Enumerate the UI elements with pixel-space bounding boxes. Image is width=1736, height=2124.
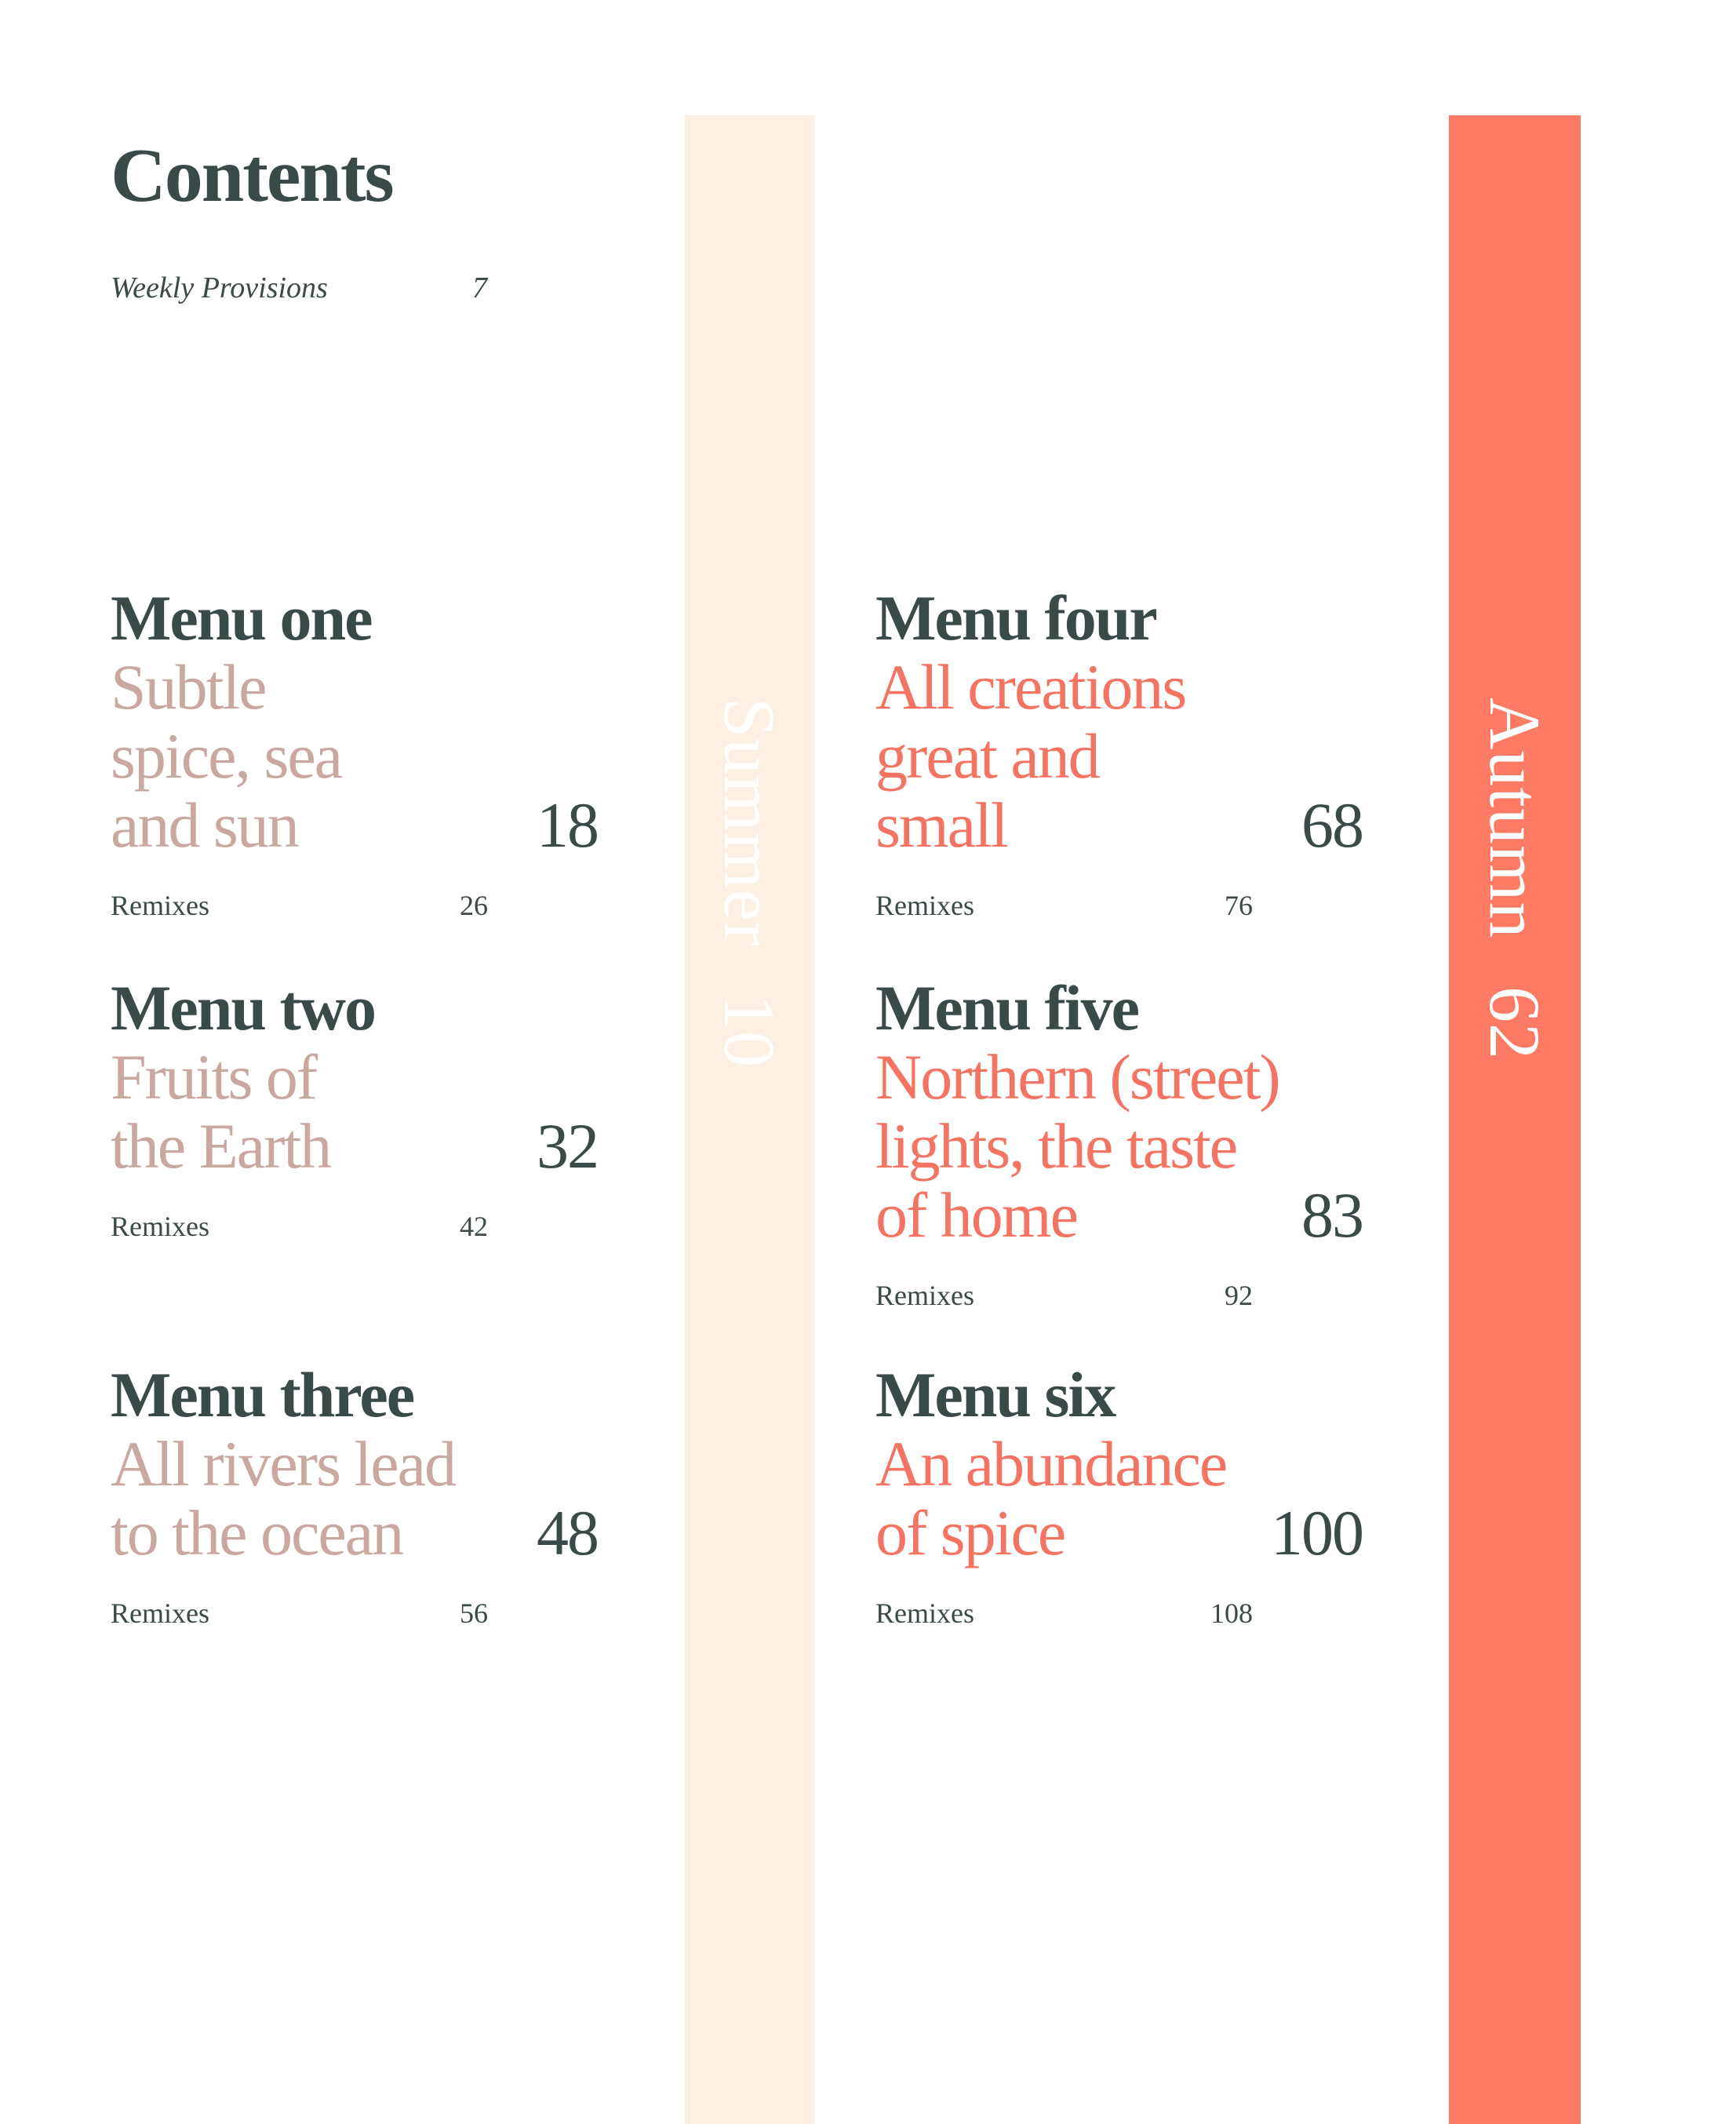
menu-subtitle-line: great and (875, 720, 1101, 792)
menu-page-number: 48 (537, 1497, 599, 1568)
menu-subtitle: All creations great and small 68 (875, 651, 1364, 861)
menu-page-number: 100 (1271, 1497, 1364, 1568)
menu-subtitle: An abundance of spice 100 (875, 1428, 1364, 1568)
menu-subtitle-line: Fruits of (111, 1041, 318, 1113)
remixes-page-number: 56 (460, 1598, 488, 1629)
menu-subtitle: Subtle spice, sea and sun 18 (111, 651, 599, 861)
menu-subtitle-line: and sun (111, 789, 300, 861)
menu-subtitle-line: All creations (875, 651, 1187, 723)
menu-subtitle-line: small (875, 789, 1009, 861)
menu-subtitle-line: to the ocean (111, 1497, 404, 1568)
menu-subtitle-line: of spice (875, 1497, 1066, 1568)
autumn-label[interactable]: Autumn62 (1475, 698, 1555, 1060)
menu-subtitle-line: All rivers lead (111, 1428, 457, 1499)
remixes-entry[interactable]: Remixes 92 (875, 1281, 1253, 1310)
menu-subtitle-line: the Earth (111, 1110, 332, 1182)
remixes-page-number: 76 (1225, 890, 1253, 921)
menu-entry[interactable]: Menu four All creations great and small 68… (875, 582, 1364, 920)
menu-subtitle-line: Subtle (111, 651, 267, 723)
menu-subtitle: Northern (street) lights, the taste of hom… (875, 1041, 1364, 1251)
remixes-page-number: 26 (460, 890, 488, 921)
menu-title: Menu six (875, 1359, 1116, 1430)
remixes-entry[interactable]: Remixes 42 (111, 1212, 488, 1241)
menu-subtitle-line: lights, the taste (875, 1110, 1238, 1182)
remixes-label: Remixes (111, 1598, 209, 1629)
remixes-label: Remixes (111, 890, 209, 921)
remixes-label: Remixes (111, 1211, 209, 1242)
remixes-page-number: 108 (1210, 1598, 1253, 1629)
menu-page-number: 32 (537, 1110, 599, 1182)
remixes-label: Remixes (875, 1598, 974, 1629)
remixes-page-number: 42 (460, 1211, 488, 1242)
menu-subtitle: All rivers lead to the ocean 48 (111, 1428, 599, 1568)
menu-title: Menu two (111, 972, 377, 1044)
remixes-label: Remixes (875, 890, 974, 921)
remixes-page-number: 92 (1225, 1280, 1253, 1311)
menu-entry[interactable]: Menu two Fruits of the Earth 32 Remixes 4… (111, 972, 599, 1241)
menu-page-number: 83 (1301, 1179, 1364, 1251)
page-title: Contents (111, 133, 395, 218)
remixes-entry[interactable]: Remixes 56 (111, 1599, 488, 1627)
menu-page-number: 18 (537, 789, 599, 861)
remixes-entry[interactable]: Remixes 108 (875, 1599, 1253, 1627)
summer-label[interactable]: Summer10 (709, 698, 790, 1068)
menu-subtitle-line: An abundance (875, 1428, 1228, 1499)
menu-title: Menu five (875, 972, 1140, 1044)
remixes-entry[interactable]: Remixes 26 (111, 891, 488, 920)
menu-page-number: 68 (1301, 789, 1364, 861)
menu-subtitle-line: spice, sea (111, 720, 343, 792)
autumn-band: Autumn62 (1449, 115, 1581, 2124)
menu-title: Menu three (111, 1359, 415, 1430)
menu-title: Menu four (875, 582, 1158, 654)
remixes-label: Remixes (875, 1280, 974, 1311)
menu-entry[interactable]: Menu one Subtle spice, sea and sun 18 Remi… (111, 582, 599, 920)
menu-entry[interactable]: Menu three All rivers lead to the ocean 4… (111, 1359, 599, 1628)
menu-entry[interactable]: Menu six An abundance of spice 100 Remixe… (875, 1359, 1364, 1628)
menu-entry[interactable]: Menu five Northern (street) lights, the t… (875, 972, 1364, 1310)
menu-subtitle-line: Northern (street) (875, 1041, 1281, 1113)
summer-band: Summer10 (685, 115, 814, 2124)
menu-subtitle: Fruits of the Earth 32 (111, 1041, 599, 1182)
weekly-provisions-entry[interactable]: Weekly Provisions 7 (111, 271, 487, 304)
menu-subtitle-line: of home (875, 1179, 1079, 1251)
remixes-entry[interactable]: Remixes 76 (875, 891, 1253, 920)
menu-title: Menu one (111, 582, 373, 654)
